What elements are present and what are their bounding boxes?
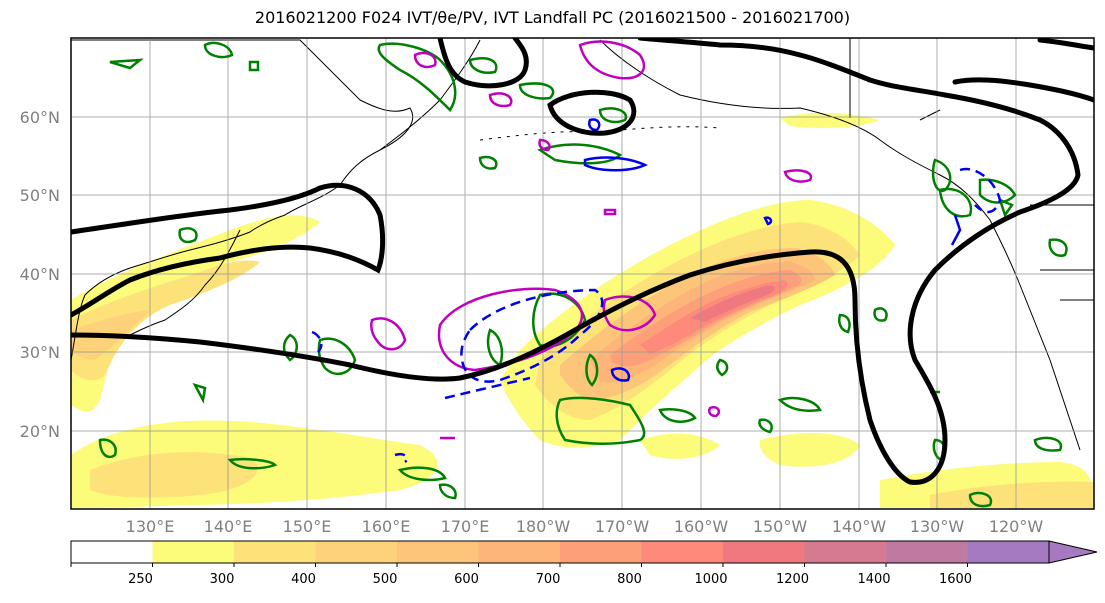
colorbar-tick-label: 1000 xyxy=(694,572,727,587)
colorbar-segment xyxy=(152,541,235,563)
colorbar-segment xyxy=(641,541,724,563)
colorbar-segment xyxy=(478,541,561,563)
lat-labels: 60°N 50°N 40°N 30°N 20°N xyxy=(20,108,60,441)
lon-label: 150°E xyxy=(283,517,332,536)
colorbar-segment xyxy=(234,541,316,563)
lon-label: 120°W xyxy=(989,517,1044,536)
colorbar-tick-label: 1200 xyxy=(776,572,809,587)
coastline-asia xyxy=(71,39,414,361)
lon-labels: 130°E 140°E 150°E 160°E 170°E 180°W 170°… xyxy=(126,517,1044,536)
lat-label: 50°N xyxy=(20,186,60,205)
colorbar-tick-label: 500 xyxy=(373,572,398,587)
lat-label: 30°N xyxy=(20,343,60,362)
colorbar-tick-label: 1600 xyxy=(939,572,972,587)
lat-label: 20°N xyxy=(20,422,60,441)
map-layers xyxy=(71,38,1094,509)
lon-label: 140°E xyxy=(204,517,253,536)
lon-label: 130°W xyxy=(910,517,965,536)
lat-label: 40°N xyxy=(20,265,60,284)
gridlines xyxy=(71,38,1094,509)
colorbar-tick-label: 600 xyxy=(454,572,479,587)
colorbar-segment xyxy=(804,541,887,563)
lon-label: 130°E xyxy=(126,517,175,536)
colorbar-tick-label: 1400 xyxy=(857,572,890,587)
colorbar-tick-label: 300 xyxy=(210,572,235,587)
colorbar-segment xyxy=(723,541,805,563)
colorbar-tick-label: 250 xyxy=(128,572,153,587)
map-frame xyxy=(70,37,1095,510)
black-contour-north xyxy=(71,182,386,318)
lon-label: 170°E xyxy=(441,517,490,536)
state-borders xyxy=(849,38,1094,301)
map-title: 2016021200 F024 IVT/θe/PV, IVT Landfall … xyxy=(254,8,851,27)
black-contour-main xyxy=(71,38,1081,485)
lon-label: 160°W xyxy=(674,517,729,536)
colorbar-segment xyxy=(315,541,398,563)
lon-label: 150°W xyxy=(753,517,808,536)
black-contour-top xyxy=(437,38,529,89)
colorbar-segment xyxy=(71,541,153,563)
colorbar-segment xyxy=(967,541,1050,563)
colorbar-tick-label: 800 xyxy=(617,572,642,587)
colorbar-segment xyxy=(397,541,479,563)
lat-label: 60°N xyxy=(20,108,60,127)
colorbar-segment xyxy=(560,541,642,563)
colorbar-extend-arrow xyxy=(1048,540,1098,564)
coastline-aleutians xyxy=(479,126,721,141)
black-contour-east xyxy=(952,77,1094,103)
ivt-shading xyxy=(71,112,1094,508)
lon-label: 140°W xyxy=(832,517,887,536)
colorbar-segment xyxy=(886,541,968,563)
blue-dashed-ring xyxy=(460,288,604,383)
colorbar-tick-label: 400 xyxy=(291,572,316,587)
black-contour-closed xyxy=(547,89,637,136)
lon-label: 160°E xyxy=(362,517,411,536)
colorbar: 250 300 400 500 600 700 800 1000 1200 1400 1600 xyxy=(70,540,1098,587)
black-contours xyxy=(71,38,1094,485)
lon-label: 170°W xyxy=(595,517,650,536)
colorbar-tick-label: 700 xyxy=(536,572,561,587)
blue-contours xyxy=(311,118,1002,463)
lon-label: 180°W xyxy=(516,517,571,536)
